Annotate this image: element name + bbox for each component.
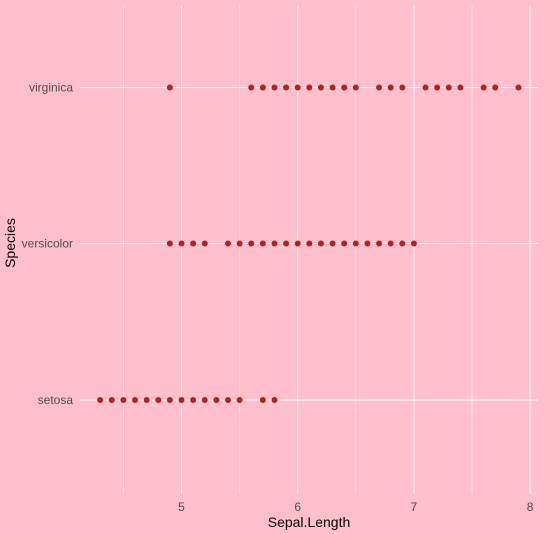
point-setosa xyxy=(224,397,231,403)
point-virginica xyxy=(271,84,278,91)
x-tick-label: 6 xyxy=(294,500,301,514)
point-setosa xyxy=(132,397,139,403)
point-virginica xyxy=(294,84,301,91)
grid-lines xyxy=(80,5,538,494)
y-tick-label-versicolor: versicolor xyxy=(22,237,73,251)
point-versicolor xyxy=(166,240,173,247)
point-versicolor xyxy=(271,240,278,247)
x-tick-label: 7 xyxy=(411,500,418,514)
point-setosa xyxy=(271,397,278,403)
point-setosa xyxy=(97,397,104,403)
x-axis-ticks: 5 6 7 8 xyxy=(178,500,534,514)
point-versicolor xyxy=(317,240,324,247)
y-tick-label-setosa: setosa xyxy=(38,393,74,407)
point-versicolor xyxy=(306,240,313,247)
point-setosa xyxy=(201,397,208,403)
x-tick-label: 5 xyxy=(178,500,185,514)
point-versicolor xyxy=(387,240,394,247)
point-virginica xyxy=(445,84,452,91)
point-virginica xyxy=(515,84,522,91)
point-setosa xyxy=(143,397,150,403)
data-points xyxy=(97,84,522,403)
point-versicolor xyxy=(190,240,197,247)
point-setosa xyxy=(259,397,266,403)
point-setosa xyxy=(190,397,197,403)
point-versicolor xyxy=(201,240,208,247)
point-virginica xyxy=(457,84,464,91)
point-virginica xyxy=(248,84,255,91)
point-versicolor xyxy=(329,240,336,247)
x-tick-label: 8 xyxy=(527,500,534,514)
point-virginica xyxy=(399,84,406,91)
point-versicolor xyxy=(376,240,383,247)
point-setosa xyxy=(236,397,243,403)
point-versicolor xyxy=(178,240,185,247)
point-versicolor xyxy=(341,240,348,247)
point-setosa xyxy=(155,397,162,403)
point-virginica xyxy=(317,84,324,91)
point-versicolor xyxy=(236,240,243,247)
point-versicolor xyxy=(364,240,371,247)
point-virginica xyxy=(422,84,429,91)
point-setosa xyxy=(178,397,185,403)
point-setosa xyxy=(213,397,220,403)
point-virginica xyxy=(306,84,313,91)
point-virginica xyxy=(283,84,290,91)
point-virginica xyxy=(341,84,348,91)
point-versicolor xyxy=(224,240,231,247)
point-versicolor xyxy=(259,240,266,247)
point-setosa xyxy=(108,397,115,403)
point-versicolor xyxy=(294,240,301,247)
point-virginica xyxy=(259,84,266,91)
y-axis-ticks: setosa versicolor virginica xyxy=(22,81,74,408)
point-virginica xyxy=(329,84,336,91)
point-virginica xyxy=(434,84,441,91)
y-axis-title: Species xyxy=(2,218,18,268)
point-versicolor xyxy=(399,240,406,247)
point-virginica xyxy=(387,84,394,91)
y-tick-label-virginica: virginica xyxy=(29,81,73,95)
point-virginica xyxy=(480,84,487,91)
point-versicolor xyxy=(283,240,290,247)
point-versicolor xyxy=(410,240,417,247)
x-axis-title: Sepal.Length xyxy=(268,514,351,530)
point-virginica xyxy=(492,84,499,91)
point-virginica xyxy=(376,84,383,91)
point-virginica xyxy=(352,84,359,91)
point-virginica xyxy=(166,84,173,91)
point-setosa xyxy=(120,397,127,403)
point-versicolor xyxy=(248,240,255,247)
point-versicolor xyxy=(352,240,359,247)
point-setosa xyxy=(166,397,173,403)
